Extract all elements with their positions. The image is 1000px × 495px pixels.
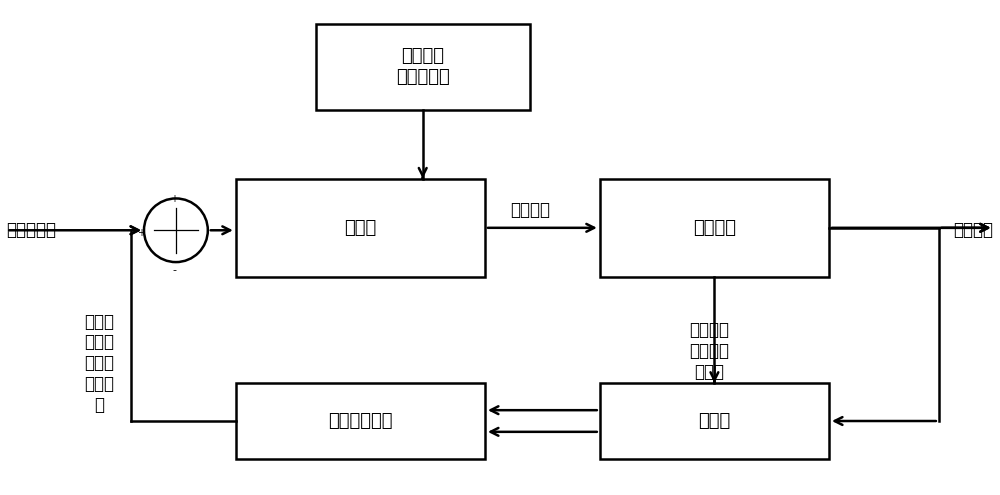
- Bar: [600, 179, 829, 277]
- Text: 终冷温度: 终冷温度: [954, 221, 994, 239]
- Bar: [316, 24, 530, 110]
- Text: 速度约束
加速度约束: 速度约束 加速度约束: [396, 47, 450, 86]
- Text: 冷却过程: 冷却过程: [693, 219, 736, 237]
- Text: 温度设定值: 温度设定值: [6, 221, 56, 239]
- Text: +: +: [170, 194, 178, 204]
- Text: 优化器: 优化器: [344, 219, 377, 237]
- Bar: [236, 179, 485, 277]
- Text: 行走速度: 行走速度: [510, 201, 550, 219]
- Ellipse shape: [144, 198, 208, 262]
- Text: 当前表面
和中心温
度分布: 当前表面 和中心温 度分布: [689, 321, 729, 381]
- Text: -: -: [172, 265, 176, 275]
- Text: 观测器: 观测器: [698, 412, 731, 430]
- Text: 速度响应模块: 速度响应模块: [328, 412, 393, 430]
- Text: +: +: [137, 229, 145, 239]
- Bar: [600, 383, 829, 459]
- Text: 下一时
刻表面
和中心
温度分
布: 下一时 刻表面 和中心 温度分 布: [84, 312, 114, 414]
- Bar: [236, 383, 485, 459]
